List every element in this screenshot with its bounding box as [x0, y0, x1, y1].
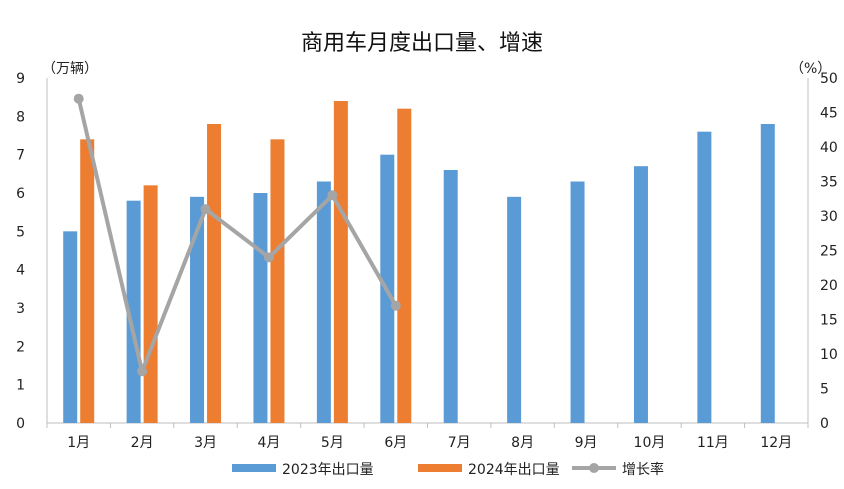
growth-rate-point: [390, 300, 401, 311]
bar-2023: [63, 231, 78, 423]
bar-2023: [697, 131, 712, 423]
right-tick-label: 35: [820, 175, 838, 191]
growth-rate-point: [327, 190, 338, 201]
x-tick-label: 9月: [575, 435, 598, 451]
growth-rate-point: [137, 366, 148, 377]
x-tick-label: 6月: [384, 435, 407, 451]
legend-swatch-marker: [589, 463, 599, 473]
legend-label: 2024年出口量: [468, 462, 560, 478]
x-tick-label: 5月: [321, 435, 344, 451]
left-tick-label: 7: [16, 148, 25, 164]
bar-2024: [143, 185, 158, 423]
right-tick-label: 40: [820, 140, 838, 156]
x-tick-label: 10月: [634, 435, 666, 451]
bar-2024: [80, 139, 95, 424]
growth-rate-point: [200, 204, 211, 215]
bar-2023: [316, 181, 331, 423]
bar-2024: [207, 124, 222, 423]
x-tick-label: 7月: [448, 435, 471, 451]
x-tick-label: 1月: [67, 435, 90, 451]
left-tick-label: 3: [16, 301, 25, 317]
bar-2023: [190, 196, 205, 423]
left-tick-label: 5: [16, 224, 25, 240]
left-tick-label: 6: [16, 186, 25, 202]
left-tick-label: 8: [16, 109, 25, 125]
left-axis-unit-label: （万辆）: [42, 61, 98, 77]
left-tick-label: 9: [16, 71, 25, 87]
right-tick-label: 10: [820, 347, 838, 363]
bar-2024: [333, 101, 348, 423]
legend-swatch: [232, 464, 276, 472]
legend-label: 2023年出口量: [282, 462, 374, 478]
right-tick-label: 20: [820, 278, 838, 294]
left-tick-label: 4: [16, 263, 25, 279]
growth-rate-point: [73, 93, 84, 104]
bar-2023: [253, 193, 268, 423]
growth-rate-line: [76, 98, 398, 374]
right-tick-label: 5: [820, 382, 829, 398]
x-tick-label: 8月: [511, 435, 534, 451]
chart-legend: 2023年出口量 2024年出口量 增长率: [232, 461, 664, 478]
bar-2023: [633, 166, 648, 423]
right-axis-unit-label: （%）: [790, 61, 831, 77]
bar-2024: [270, 139, 285, 424]
left-tick-label: 1: [16, 378, 25, 394]
right-tick-label: 30: [820, 209, 838, 225]
x-tick-label: 3月: [194, 435, 217, 451]
legend-label: 增长率: [622, 461, 664, 478]
bar-2023: [443, 170, 458, 423]
chart-title: 商用车月度出口量、增速: [301, 31, 543, 56]
growth-rate-point: [263, 252, 274, 263]
x-tick-label: 4月: [257, 435, 280, 451]
bar-2023: [760, 124, 775, 423]
bar-2023: [126, 200, 141, 423]
bar-2023: [570, 181, 585, 423]
x-tick-label: 11月: [697, 435, 729, 451]
right-tick-label: 0: [820, 416, 829, 432]
left-tick-label: 0: [16, 416, 25, 432]
right-tick-label: 15: [820, 313, 838, 329]
right-tick-label: 25: [820, 244, 838, 260]
left-tick-label: 2: [16, 339, 25, 355]
bar-2024: [397, 108, 412, 424]
right-tick-label: 50: [820, 71, 838, 87]
bar-2023: [507, 196, 522, 423]
legend-swatch: [418, 464, 462, 472]
x-tick-label: 2月: [131, 435, 154, 451]
x-tick-label: 12月: [760, 435, 792, 451]
right-tick-label: 45: [820, 106, 838, 122]
